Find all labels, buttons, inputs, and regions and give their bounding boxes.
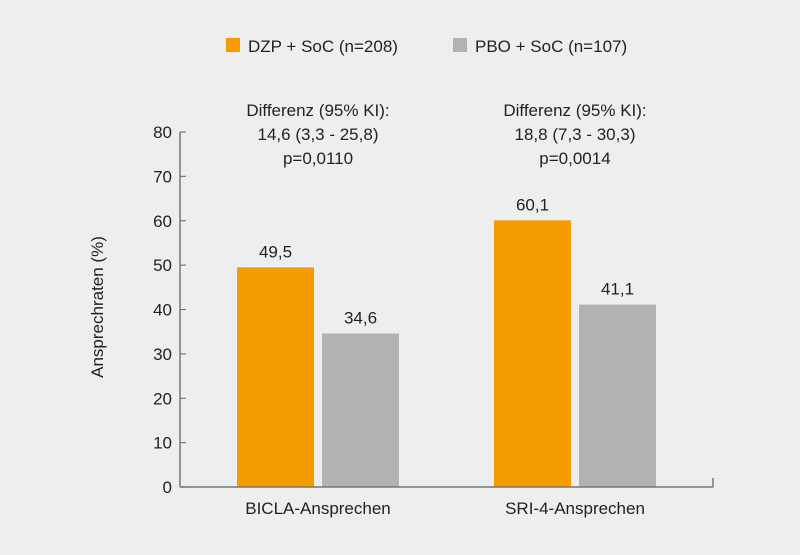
axes: 0 10 20 30 40 50 60 70 80 BICLA-Ansprechen SRI-4-A… — [153, 123, 714, 518]
annotation-line: 18,8 (7,3 - 30,3) — [515, 125, 636, 144]
y-tick-label: 40 — [153, 301, 172, 320]
annotations: Differenz (95% KI): 14,6 (3,3 - 25,8) p=0,… — [246, 101, 646, 168]
y-axis-label: Ansprechraten (%) — [88, 236, 107, 378]
annotation-line: p=0,0014 — [539, 149, 610, 168]
data-label: 34,6 — [344, 308, 377, 327]
legend-swatch — [453, 38, 467, 52]
legend-label: PBO + SoC (n=107) — [475, 37, 627, 56]
annotation-line: p=0,0110 — [283, 149, 353, 168]
legend-swatch — [226, 38, 240, 52]
annotation-line: Differenz (95% KI): — [503, 101, 646, 120]
legend: DZP + SoC (n=208) PBO + SoC (n=107) — [226, 37, 627, 56]
bar — [494, 220, 571, 487]
y-tick-label: 70 — [153, 167, 172, 186]
y-tick-label: 80 — [153, 123, 172, 142]
annotation-line: 14,6 (3,3 - 25,8) — [258, 125, 379, 144]
data-label: 60,1 — [516, 195, 549, 214]
y-tick-label: 0 — [163, 478, 172, 497]
bar — [322, 333, 399, 487]
data-label: 49,5 — [259, 242, 292, 261]
x-tick-label: BICLA-Ansprechen — [245, 499, 391, 518]
y-tick-label: 30 — [153, 345, 172, 364]
y-tick-label: 60 — [153, 212, 172, 231]
y-tick-label: 50 — [153, 256, 172, 275]
annotation-line: Differenz (95% KI): — [246, 101, 389, 120]
data-label: 41,1 — [601, 280, 634, 299]
bar — [579, 304, 656, 487]
bars: 49,5 34,6 60,1 41,1 — [237, 195, 656, 487]
y-tick-label: 20 — [153, 389, 172, 408]
legend-label: DZP + SoC (n=208) — [248, 37, 398, 56]
bar — [237, 267, 314, 487]
x-tick-label: SRI-4-Ansprechen — [505, 499, 645, 518]
y-tick-label: 10 — [153, 434, 172, 453]
